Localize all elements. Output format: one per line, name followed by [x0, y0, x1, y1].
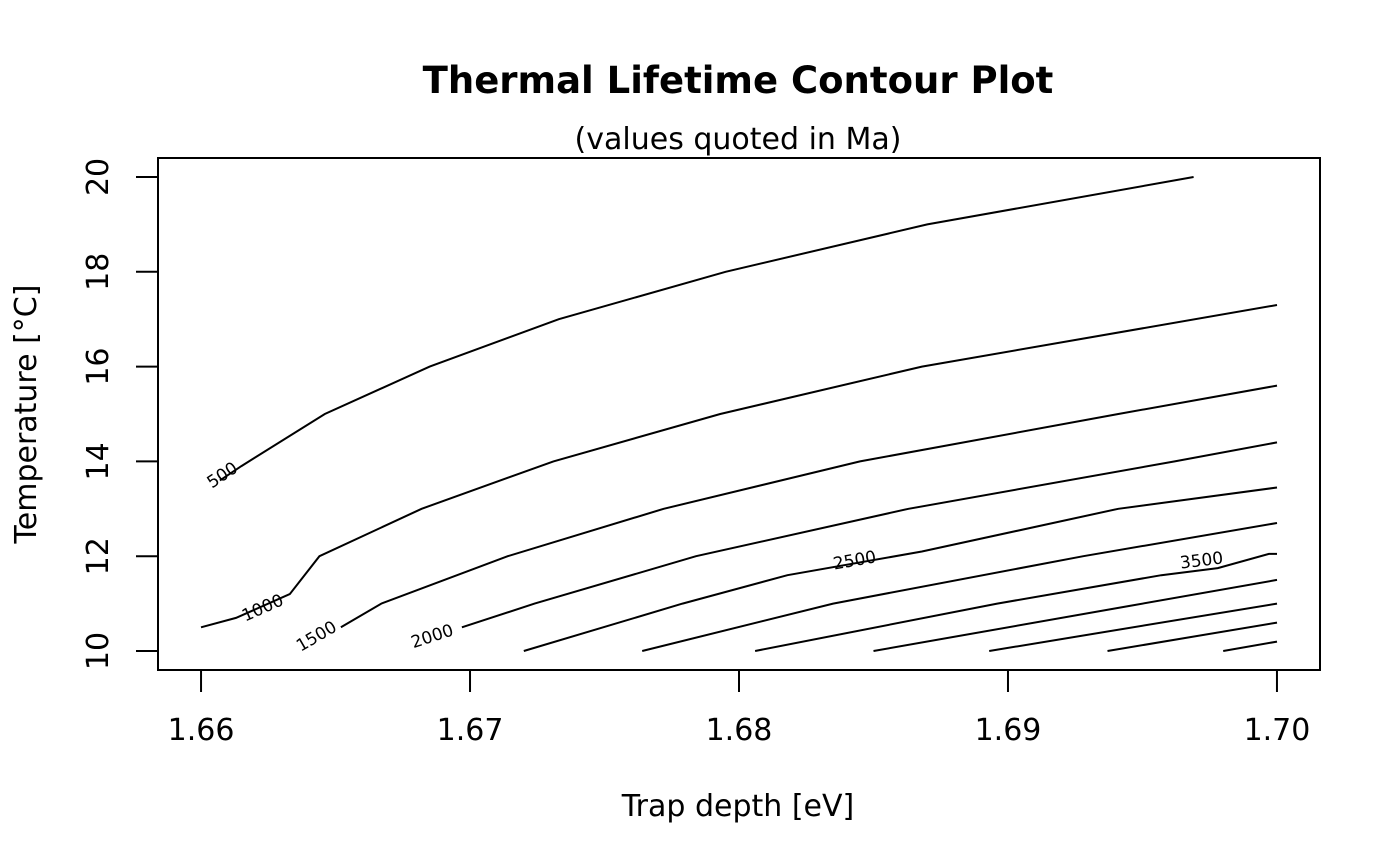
contour-label: 3500	[1179, 548, 1224, 573]
plot-frame	[157, 157, 1321, 671]
contour-label: 500	[204, 458, 242, 493]
chart-subtitle: (values quoted in Ma)	[575, 122, 902, 157]
x-tick-label: 1.70	[1244, 713, 1311, 748]
contour-line	[754, 552, 1277, 652]
contour-line	[989, 602, 1278, 652]
y-tick-label: 20	[81, 158, 116, 196]
x-tick-label: 1.66	[168, 713, 235, 748]
contour-line	[641, 522, 1278, 652]
contour-label: 2000	[409, 621, 456, 653]
x-tick-label: 1.67	[437, 713, 504, 748]
x-axis: 1.66 1.67 1.68 1.69 1.70	[168, 670, 1311, 748]
y-axis-label: Temperature [°C]	[9, 285, 44, 545]
contour-label: 1000	[239, 591, 287, 627]
contour-line	[219, 176, 1194, 482]
y-axis: 10 12 14 16 18 20	[81, 158, 158, 670]
contour-label: 1500	[293, 617, 340, 656]
contour-line	[461, 441, 1278, 629]
chart-title: Thermal Lifetime Contour Plot	[423, 59, 1054, 102]
contour-line	[340, 384, 1278, 629]
y-tick-label: 16	[81, 347, 116, 385]
x-axis-label: Trap depth [eV]	[621, 789, 854, 824]
contour-lines	[200, 176, 1278, 652]
x-tick-label: 1.68	[706, 713, 773, 748]
contour-label: 2500	[832, 547, 878, 574]
y-tick-label: 14	[81, 442, 116, 480]
y-tick-label: 12	[81, 537, 116, 575]
x-tick-label: 1.69	[975, 713, 1042, 748]
y-tick-label: 18	[81, 253, 116, 291]
contour-line	[1223, 640, 1278, 652]
contour-line	[200, 304, 1278, 629]
contour-line	[873, 578, 1278, 652]
contour-line	[1107, 621, 1278, 652]
y-tick-label: 10	[81, 632, 116, 670]
contour-line	[523, 486, 1278, 652]
